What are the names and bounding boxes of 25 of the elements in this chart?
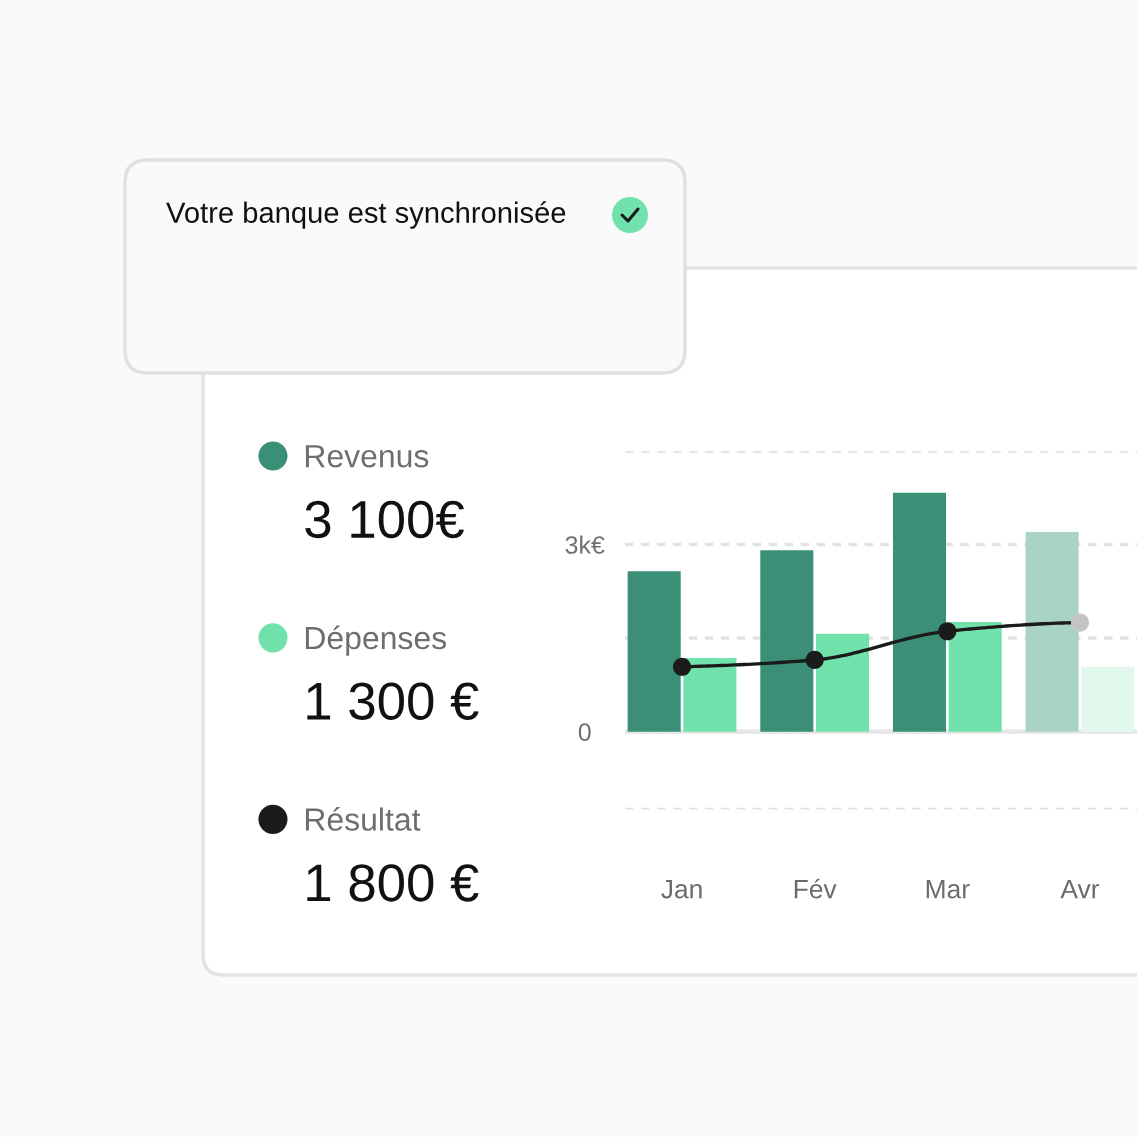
bar — [1081, 666, 1135, 732]
legend-label: Résultat — [305, 807, 421, 831]
bar — [816, 633, 870, 732]
x-tick-label: Avr — [1060, 880, 1100, 899]
bar — [1025, 532, 1079, 732]
point — [805, 650, 824, 669]
text: 1 300 € — [307, 682, 479, 720]
x-tick-label: Fév — [794, 878, 837, 899]
bar — [760, 550, 814, 732]
legend-label: Dépenses — [305, 625, 447, 656]
text: Votre banque est synchronisée — [166, 201, 566, 229]
text: 1 800 € — [307, 864, 479, 902]
y-tick-label: 3k€ — [565, 535, 605, 554]
x-tick-label: Jan — [661, 880, 702, 899]
text: 3 100€ — [305, 500, 464, 539]
point — [1070, 613, 1090, 632]
legend-label: Revenus — [305, 445, 429, 468]
x-tick-label: Mar — [926, 880, 970, 899]
y-tick-label: 0 — [578, 723, 591, 741]
bar — [627, 571, 681, 732]
bar — [683, 658, 737, 732]
point — [938, 622, 957, 641]
bar — [892, 492, 946, 732]
bar — [948, 621, 1002, 732]
point — [672, 657, 692, 676]
